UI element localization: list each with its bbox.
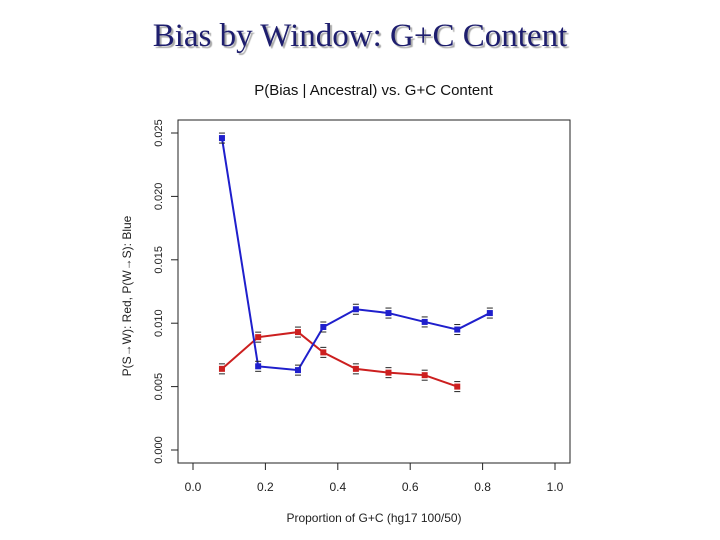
series-2 (218, 132, 493, 376)
y-tick-label: 0.025 (153, 119, 165, 147)
x-axis: 0.0 0.2 0.4 0.6 0.8 1.0 (185, 462, 564, 494)
y-tick-label: 0.005 (153, 373, 165, 401)
slide-title: Bias by Window: G+C Content (152, 18, 568, 54)
y-axis-label: P(S→W): Red, P(W→S): Blue (120, 215, 134, 376)
data-point (255, 334, 262, 341)
data-point (294, 329, 301, 336)
x-tick-label: 0.2 (257, 480, 274, 494)
data-point (352, 306, 359, 313)
data-point (352, 365, 359, 372)
x-tick-label: 0.8 (474, 480, 491, 494)
y-tick-label: 0.010 (153, 309, 165, 337)
data-point (385, 310, 392, 317)
data-point (486, 310, 493, 317)
data-point (454, 383, 461, 390)
chart-title: P(Bias | Ancestral) vs. G+C Content (254, 82, 493, 99)
x-tick-label: 1.0 (547, 480, 564, 494)
data-point (294, 367, 301, 374)
data-point (218, 365, 225, 372)
x-axis-label: Proportion of G+C (hg17 100/50) (286, 511, 461, 525)
series-1 (218, 326, 461, 393)
data-point (320, 349, 327, 356)
data-point (218, 135, 225, 142)
y-tick-label: 0.015 (153, 246, 165, 274)
data-point (421, 318, 428, 325)
data-point (421, 372, 428, 379)
data-point (320, 324, 327, 331)
series-line (221, 331, 458, 388)
series-layer (218, 132, 493, 393)
series-line (220, 137, 491, 372)
data-point (385, 369, 392, 376)
y-axis: 0.000 0.005 0.010 0.015 0.020 0.025 (153, 119, 179, 464)
data-point (454, 326, 461, 333)
x-tick-label: 0.4 (329, 480, 346, 494)
plot-frame (177, 119, 571, 464)
y-tick-label: 0.020 (153, 183, 165, 211)
x-tick-label: 0.6 (402, 480, 419, 494)
data-point (255, 363, 262, 370)
y-tick-label: 0.000 (153, 436, 165, 464)
x-tick-label: 0.0 (185, 480, 202, 494)
